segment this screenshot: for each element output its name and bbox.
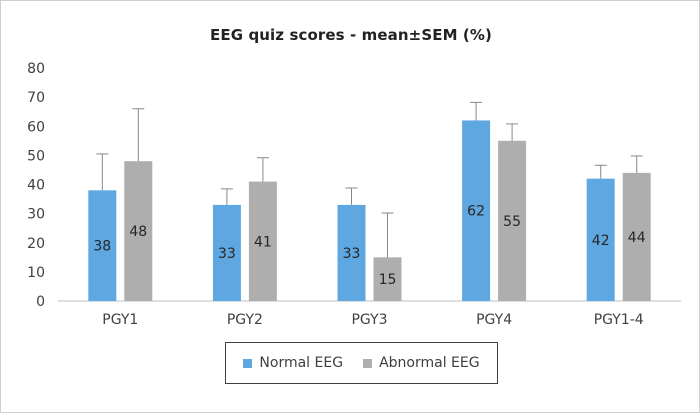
legend-label-abnormal: Abnormal EEG <box>379 355 480 371</box>
legend-swatch-abnormal <box>363 358 373 368</box>
data-label-normal-pgy4: 62 <box>467 204 485 220</box>
category-label-pgy4: PGY4 <box>476 312 512 328</box>
category-label-pgy3: PGY3 <box>351 312 387 328</box>
y-tick-label-50: 50 <box>27 148 45 164</box>
y-tick-label-0: 0 <box>36 294 45 310</box>
y-tick-label-10: 10 <box>27 265 45 281</box>
data-label-normal-pgy1: 38 <box>93 239 111 255</box>
data-label-abnormal-pgy4: 55 <box>503 214 521 230</box>
y-tick-label-80: 80 <box>27 61 45 77</box>
legend-label-normal: Normal EEG <box>259 355 344 371</box>
bar-abnormal-pgy1-4 <box>622 172 651 301</box>
bar-abnormal-pgy2 <box>248 181 277 301</box>
data-label-abnormal-pgy3: 15 <box>379 272 397 288</box>
data-label-abnormal-pgy1-4: 44 <box>628 230 646 246</box>
bar-abnormal-pgy3 <box>373 257 402 301</box>
bar-normal-pgy1-4 <box>586 178 615 301</box>
bar-abnormal-pgy1 <box>124 161 153 301</box>
chart-title: EEG quiz scores - mean±SEM (%) <box>210 26 492 44</box>
data-label-abnormal-pgy2: 41 <box>254 234 272 250</box>
bar-normal-pgy3 <box>337 204 366 301</box>
legend-swatch-normal <box>243 358 253 368</box>
bar-normal-pgy4 <box>462 120 491 301</box>
y-tick-label-40: 40 <box>27 178 45 194</box>
y-tick-label-60: 60 <box>27 119 45 135</box>
legend-item-abnormal: Abnormal EEG <box>363 355 480 371</box>
data-label-normal-pgy3: 33 <box>343 246 361 262</box>
data-label-normal-pgy1-4: 42 <box>592 233 610 249</box>
data-label-normal-pgy2: 33 <box>218 246 236 262</box>
legend-item-normal: Normal EEG <box>243 355 343 371</box>
bar-normal-pgy1 <box>88 190 117 301</box>
category-label-pgy2: PGY2 <box>227 312 263 328</box>
bar-abnormal-pgy4 <box>498 140 527 301</box>
y-tick-label-70: 70 <box>27 90 45 106</box>
y-tick-label-20: 20 <box>27 236 45 252</box>
data-label-abnormal-pgy1: 48 <box>129 224 147 240</box>
legend: Normal EEG Abnormal EEG <box>225 342 498 384</box>
bar-normal-pgy2 <box>212 204 241 301</box>
category-label-pgy1-4: PGY1-4 <box>594 312 644 328</box>
category-label-pgy1: PGY1 <box>102 312 138 328</box>
y-tick-label-30: 30 <box>27 207 45 223</box>
